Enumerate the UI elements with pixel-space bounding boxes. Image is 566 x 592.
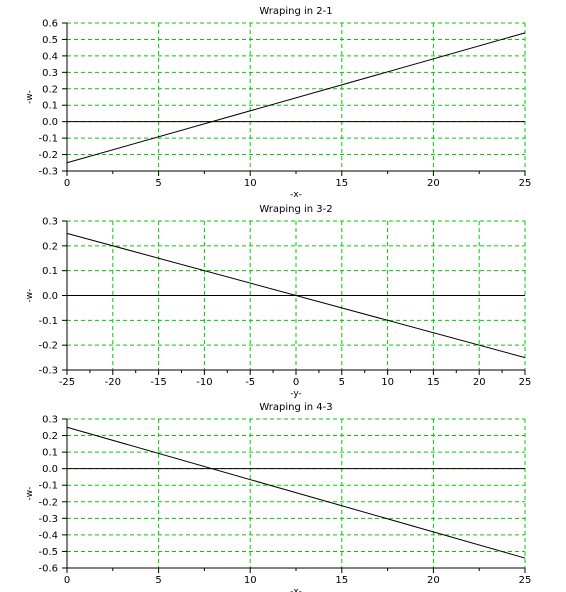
y-tick-label: 0.1 [42, 266, 58, 277]
y-tick-label: 0.0 [42, 291, 58, 302]
x-axis-label: -y- [290, 389, 302, 399]
x-tick-label: 25 [519, 575, 532, 586]
x-tick-label: 10 [244, 178, 257, 189]
series-line-1 [66, 232, 526, 359]
y-tick-label: 0.2 [42, 84, 58, 95]
x-tick-label: -20 [105, 377, 121, 388]
x-tick-label: 20 [427, 575, 440, 586]
series-line-1 [66, 426, 526, 559]
x-tick-label: 0 [293, 377, 299, 388]
x-tick-label: -5 [245, 377, 255, 388]
x-tick-label: 10 [381, 377, 394, 388]
y-tick-label: -0.1 [38, 316, 58, 327]
x-tick-label: -15 [150, 377, 166, 388]
x-tick-label: 5 [155, 575, 161, 586]
y-tick-label: -0.2 [38, 341, 58, 352]
y-tick-label: 0.5 [42, 35, 58, 46]
y-tick-label: 0.6 [42, 19, 58, 30]
y-tick-label: -0.2 [38, 150, 58, 161]
y-axis-label: -w- [25, 289, 35, 303]
y-tick-label: 0.3 [42, 217, 58, 228]
chart-title: Wraping in 4-3 [259, 402, 332, 413]
y-tick-label: -0.6 [38, 564, 58, 575]
x-axis-label: -x- [290, 190, 302, 200]
x-tick-label: 20 [427, 178, 440, 189]
chart-title: Wraping in 3-2 [259, 204, 332, 215]
y-tick-label: 0.1 [42, 101, 58, 112]
x-tick-label: 0 [64, 178, 70, 189]
x-tick-label: 5 [339, 377, 345, 388]
y-tick-label: 0.3 [42, 415, 58, 426]
x-tick-label: 25 [519, 178, 532, 189]
x-tick-label: 5 [155, 178, 161, 189]
x-tick-label: 0 [64, 575, 70, 586]
y-tick-label: -0.3 [38, 366, 58, 377]
x-tick-label: 20 [473, 377, 486, 388]
y-tick-label: 0.4 [42, 51, 58, 62]
y-tick-label: 0.2 [42, 431, 58, 442]
chart-panel-1: Wraping in 2-1 0 5 10 15 20 25 -0.3 -0.2 -0.1 0.0 0… [25, 6, 531, 200]
x-tick-label: -25 [59, 377, 75, 388]
y-axis-label: -w- [25, 487, 35, 501]
y-tick-label: -0.3 [38, 167, 58, 178]
x-tick-label: 10 [244, 575, 257, 586]
y-tick-label: -0.3 [38, 514, 58, 525]
x-tick-label: 15 [335, 575, 348, 586]
y-tick-label: 0.0 [42, 464, 58, 475]
series-line-1 [66, 32, 526, 164]
x-axis-label: -x- [290, 587, 302, 592]
chart-title: Wraping in 2-1 [259, 6, 332, 17]
y-tick-label: 0.0 [42, 117, 58, 128]
y-axis-label: -w- [25, 90, 35, 104]
chart-panel-2: Wraping in 3-2 -25 -20 -15 -10 -5 0 5 10 15 20 25 -0… [25, 204, 531, 399]
y-tick-label: -0.2 [38, 497, 58, 508]
y-tick-label: -0.1 [38, 134, 58, 145]
y-tick-label: -0.4 [38, 530, 58, 541]
y-tick-label: -0.1 [38, 481, 58, 492]
x-tick-label: -10 [196, 377, 212, 388]
chart-panel-3: Wraping in 4-3 0 5 10 15 20 25 -0.6 -0.5 -0.4 -0.3… [25, 402, 531, 592]
y-tick-label: 0.3 [42, 68, 58, 79]
x-tick-label: 15 [427, 377, 440, 388]
y-tick-label: 0.1 [42, 448, 58, 459]
y-tick-label: 0.2 [42, 241, 58, 252]
y-tick-label: -0.5 [38, 547, 58, 558]
x-tick-label: 15 [335, 178, 348, 189]
x-tick-label: 25 [519, 377, 532, 388]
